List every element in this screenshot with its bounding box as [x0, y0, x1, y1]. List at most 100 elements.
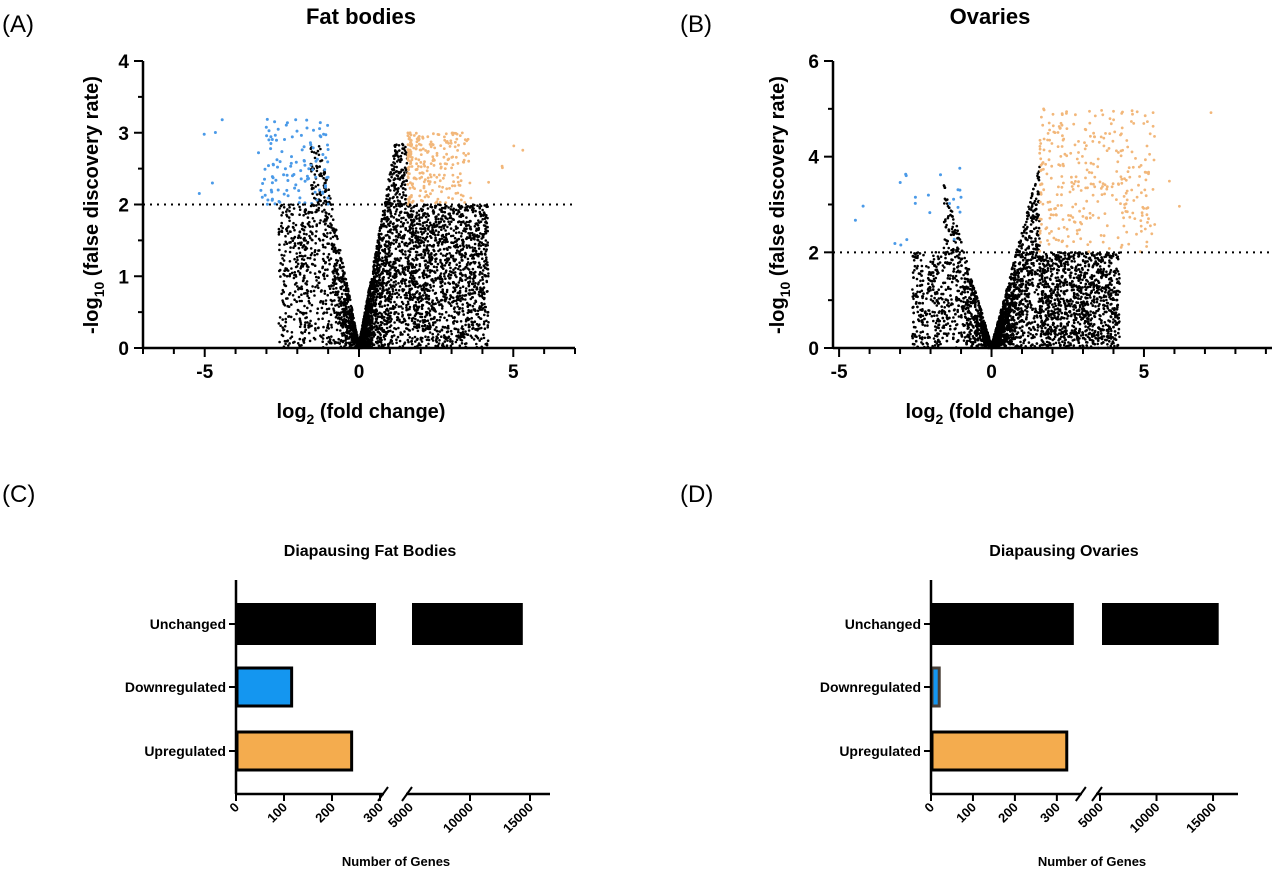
data-point-unchanged — [419, 285, 423, 288]
data-point-unchanged — [310, 211, 314, 214]
data-point-unchanged — [317, 206, 321, 210]
data-point-unchanged — [302, 340, 305, 343]
data-point-unchanged — [484, 215, 488, 219]
data-point-unchanged — [391, 232, 394, 235]
data-point-unchanged — [347, 305, 350, 309]
data-point-unchanged — [477, 235, 481, 238]
data-point-unchanged — [398, 242, 401, 246]
data-point-unchanged — [404, 296, 407, 300]
data-point-downregulated — [276, 165, 279, 169]
data-point-unchanged — [426, 232, 430, 236]
data-point-unchanged — [426, 218, 430, 221]
data-point-unchanged — [486, 261, 489, 264]
data-point-upregulated — [417, 135, 421, 138]
data-point-unchanged — [317, 317, 320, 321]
data-point-unchanged — [310, 252, 314, 255]
data-point-downregulated — [313, 190, 317, 194]
data-point-unchanged — [384, 243, 387, 246]
data-point-unchanged — [452, 322, 455, 325]
data-point-unchanged — [471, 327, 474, 331]
data-point-unchanged — [450, 332, 454, 336]
data-point-unchanged — [317, 276, 320, 279]
data-point-unchanged — [319, 147, 322, 151]
data-point-unchanged — [436, 329, 439, 333]
data-point-downregulated — [302, 159, 306, 162]
data-point-unchanged — [405, 161, 409, 165]
data-point-unchanged — [457, 336, 461, 339]
data-point-unchanged — [399, 220, 403, 224]
data-point-upregulated — [407, 165, 411, 169]
data-point-unchanged — [348, 321, 352, 325]
data-point-unchanged — [345, 315, 349, 319]
data-point-unchanged — [437, 213, 440, 216]
data-point-unchanged — [280, 253, 284, 257]
data-point-unchanged — [411, 224, 415, 228]
data-point-unchanged — [453, 319, 456, 323]
data-point-unchanged — [378, 278, 381, 282]
data-point-unchanged — [481, 269, 485, 272]
data-point-unchanged — [315, 152, 318, 155]
data-point-unchanged — [388, 249, 391, 252]
data-point-unchanged — [407, 314, 410, 317]
data-point-unchanged — [421, 319, 425, 322]
data-point-unchanged — [446, 248, 449, 251]
data-point-unchanged — [427, 335, 430, 339]
data-point-unchanged — [352, 339, 355, 342]
data-point-downregulated — [290, 155, 293, 159]
data-point-upregulated — [408, 136, 411, 139]
data-point-unchanged — [350, 307, 354, 311]
data-point-unchanged — [412, 259, 416, 262]
data-point-unchanged — [464, 289, 468, 293]
data-point-unchanged — [485, 256, 488, 259]
data-point-unchanged — [450, 220, 453, 223]
data-point-unchanged — [395, 296, 399, 299]
data-point-unchanged — [383, 338, 387, 341]
data-point-unchanged — [392, 195, 395, 199]
x-label-rest: (fold change) — [314, 401, 445, 423]
data-point-unchanged — [419, 230, 423, 234]
data-point-unchanged — [385, 194, 389, 197]
data-point-unchanged — [417, 300, 421, 304]
data-point-unchanged — [420, 312, 424, 316]
data-point-unchanged — [322, 252, 326, 256]
data-point-unchanged — [428, 221, 432, 225]
data-point-unchanged — [479, 244, 483, 247]
data-point-unchanged — [375, 274, 379, 278]
data-point-unchanged — [452, 211, 455, 215]
data-point-unchanged — [404, 268, 407, 271]
data-point-upregulated — [432, 173, 436, 177]
data-point-upregulated — [414, 131, 418, 135]
data-point-unchanged — [432, 212, 435, 215]
data-point-unchanged — [304, 262, 308, 265]
data-point-unchanged — [393, 186, 396, 190]
data-point-unchanged — [319, 300, 322, 304]
data-point-unchanged — [438, 312, 441, 316]
data-point-unchanged — [397, 245, 400, 248]
data-point-unchanged — [385, 269, 389, 273]
data-point-unchanged — [467, 244, 471, 247]
data-point-unchanged — [447, 212, 451, 216]
data-point-unchanged — [414, 240, 418, 244]
data-point-unchanged — [418, 216, 422, 219]
data-point-unchanged — [418, 292, 421, 296]
data-point-unchanged — [416, 257, 419, 261]
data-point-unchanged — [392, 306, 395, 310]
data-point-upregulated — [423, 160, 426, 164]
data-point-unchanged — [290, 271, 294, 275]
data-point-unchanged — [466, 208, 469, 212]
data-point-unchanged — [414, 244, 418, 247]
data-point-unchanged — [298, 299, 302, 303]
data-point-unchanged — [449, 344, 453, 348]
data-point-unchanged — [457, 220, 460, 224]
data-point-downregulated — [277, 200, 281, 203]
data-point-unchanged — [396, 188, 399, 191]
data-point-unchanged — [406, 333, 410, 337]
data-point-unchanged — [343, 281, 346, 284]
data-point-unchanged — [283, 269, 286, 273]
data-point-unchanged — [335, 234, 338, 238]
data-point-unchanged — [293, 257, 296, 261]
data-point-unchanged — [481, 272, 484, 275]
data-point-unchanged — [448, 297, 452, 301]
data-point-unchanged — [411, 337, 414, 340]
data-point-unchanged — [399, 177, 402, 180]
